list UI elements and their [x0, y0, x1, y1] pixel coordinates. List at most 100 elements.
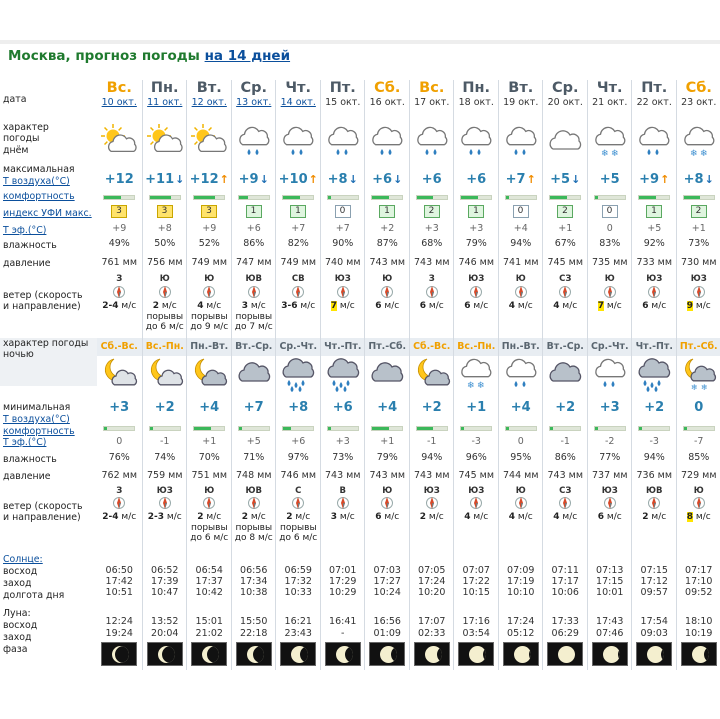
pressure-night-value: 737 мм: [592, 470, 628, 481]
max-temperature-value: +12: [104, 172, 134, 187]
day-date[interactable]: 10 окт.: [101, 97, 137, 108]
night-name: Вт.-Ср.: [546, 341, 584, 352]
night-name: Пт.-Сб.: [679, 341, 718, 352]
night-name: Чт.-Пт.: [324, 341, 362, 352]
label-uvi-link[interactable]: индекс УФИ макс.: [3, 208, 92, 219]
day-length: 10:42: [195, 587, 223, 598]
moonrise-time: 17:24: [507, 616, 535, 627]
wind-speed-unit: м/с: [337, 301, 355, 311]
night-header-strip: [187, 338, 232, 356]
label-tmax-link[interactable]: Т воздуха(°С): [3, 176, 70, 187]
day-date: 18 окт.: [458, 97, 494, 108]
min-temperature: +2: [543, 400, 588, 415]
pressure-value: 749 мм: [280, 257, 317, 268]
night-name: Сб.-Вс.: [100, 341, 138, 352]
wind-speed-unit: м/с: [297, 301, 316, 311]
humidity-value: 68%: [421, 238, 443, 249]
min-temperature: +4: [365, 400, 410, 415]
sunset-time: 17:24: [418, 576, 446, 587]
comfort-bar-night-fill: [683, 427, 687, 430]
label-pressure: давление: [3, 258, 51, 269]
wind-speed: 3-6 м/с: [276, 301, 321, 311]
wind-speed-night-unit: м/с: [337, 512, 355, 522]
wind-speed-night: 6 м/с: [365, 512, 410, 522]
label-teff2-link[interactable]: Т эф.(°С): [3, 437, 47, 448]
uvi-badge: 0: [334, 205, 351, 218]
comfort-bar: [326, 195, 359, 200]
wind-direction-night: ЮЗ: [156, 486, 173, 496]
wind-speed-unit: м/с: [559, 301, 578, 311]
min-temperature: +7: [232, 400, 277, 415]
day-date[interactable]: 11 окт.: [147, 97, 183, 108]
humidity-night-value: 94%: [643, 452, 665, 463]
moon-phase-icon: [547, 642, 583, 666]
day-date[interactable]: 12 окт.: [191, 97, 227, 108]
wind-speed-night-value: 2-3: [147, 512, 165, 522]
moon-shadow: [704, 646, 709, 663]
wind-direction-night: ЮЗ: [423, 486, 440, 496]
day-column: Чт. 21 окт. ❄ ❄ +5 0 0 83% 735 мм Ю 7 м/с Ср.-Чт. +3…: [586, 80, 633, 670]
night-name: Сб.-Вс.: [413, 341, 451, 352]
label-sun-link[interactable]: Солнце:: [3, 554, 43, 565]
sunset-time: 17:32: [284, 576, 312, 587]
label-tmin-link[interactable]: Т воздуха(°С): [3, 414, 70, 425]
effective-temperature-night: +1: [380, 436, 395, 447]
moonset-time: 03:54: [462, 628, 490, 639]
humidity-value: 52%: [198, 238, 220, 249]
wind-compass-icon: [558, 285, 572, 299]
sunrise-time: 07:11: [551, 565, 579, 576]
min-temperature-value: +4: [377, 400, 398, 415]
comfort-bar-fill: [416, 196, 433, 199]
label-comfort-link[interactable]: комфортность: [3, 191, 75, 202]
max-temperature-value: +9: [238, 172, 259, 187]
wind-direction: ЮЗ: [690, 274, 707, 284]
wind-speed-value: 7: [597, 301, 605, 311]
sunset-time: 17:12: [640, 576, 668, 587]
pressure-night-value: 743 мм: [325, 470, 361, 481]
max-temperature-value: +7: [505, 172, 526, 187]
cloud-rain-icon: [499, 124, 544, 158]
day-date[interactable]: 13 окт.: [236, 97, 272, 108]
label-teff-link[interactable]: Т эф.(°С): [3, 225, 47, 236]
comfort-bar: [193, 195, 225, 200]
humidity-night-value: 71%: [243, 452, 265, 463]
humidity-night-value: 79%: [376, 452, 398, 463]
arrow-down-icon: ↓: [571, 173, 581, 186]
night-header-strip: [365, 338, 410, 356]
label-comfort2-link[interactable]: комфортность: [3, 426, 75, 437]
wind-speed-value: 7: [330, 301, 338, 311]
moonset-time: 09:03: [640, 628, 668, 639]
uvi-badge: 3: [201, 205, 217, 218]
comfort-bar-night-fill: [639, 427, 642, 430]
comfort-bar-fill: [104, 196, 121, 199]
sunrise-time: 06:50: [105, 565, 133, 576]
day-name: Сб.: [685, 80, 712, 96]
day-column: Пт. 15 окт. +8↓ 0 +7 90% 740 мм ЮЗ 7 м/с Чт.-Пт. +…: [319, 80, 365, 670]
wind-gusts-night: порывы до 6 м/с: [190, 523, 229, 543]
sun-cloud-icon: [143, 124, 188, 158]
day-name: Пн.: [150, 80, 179, 96]
comfort-bar-fill: [194, 196, 215, 199]
night-name: Вс.-Пн.: [457, 341, 496, 352]
humidity-night-value: 73%: [332, 452, 354, 463]
min-temperature: +2: [410, 400, 455, 415]
humidity-value: 49%: [108, 238, 130, 249]
moon-disc: [157, 646, 175, 663]
title-text: Москва, прогноз погоды: [8, 48, 200, 64]
wind-speed-night-unit: м/с: [203, 512, 222, 522]
title-14-days-link[interactable]: на 14 дней: [204, 48, 291, 64]
wind-direction: ЮЗ: [468, 274, 485, 284]
label-daylength: долгота дня: [3, 590, 65, 601]
wind-speed-night-unit: м/с: [248, 512, 266, 522]
day-date[interactable]: 14 окт.: [280, 97, 316, 108]
label-sunset: заход: [3, 578, 32, 589]
wind-speed-value: 2-4: [102, 301, 119, 311]
night-header-strip: [97, 338, 142, 356]
max-temperature: +5: [588, 172, 633, 187]
moonset-time: 05:12: [507, 628, 535, 639]
min-temperature-value: +6: [332, 400, 353, 415]
wind-gusts: порывы до 9 м/с: [190, 312, 229, 332]
moonrise-time: 15:01: [195, 616, 223, 627]
wind-speed-value: 4: [197, 301, 204, 311]
wind-speed-night-value: 2: [241, 512, 249, 522]
